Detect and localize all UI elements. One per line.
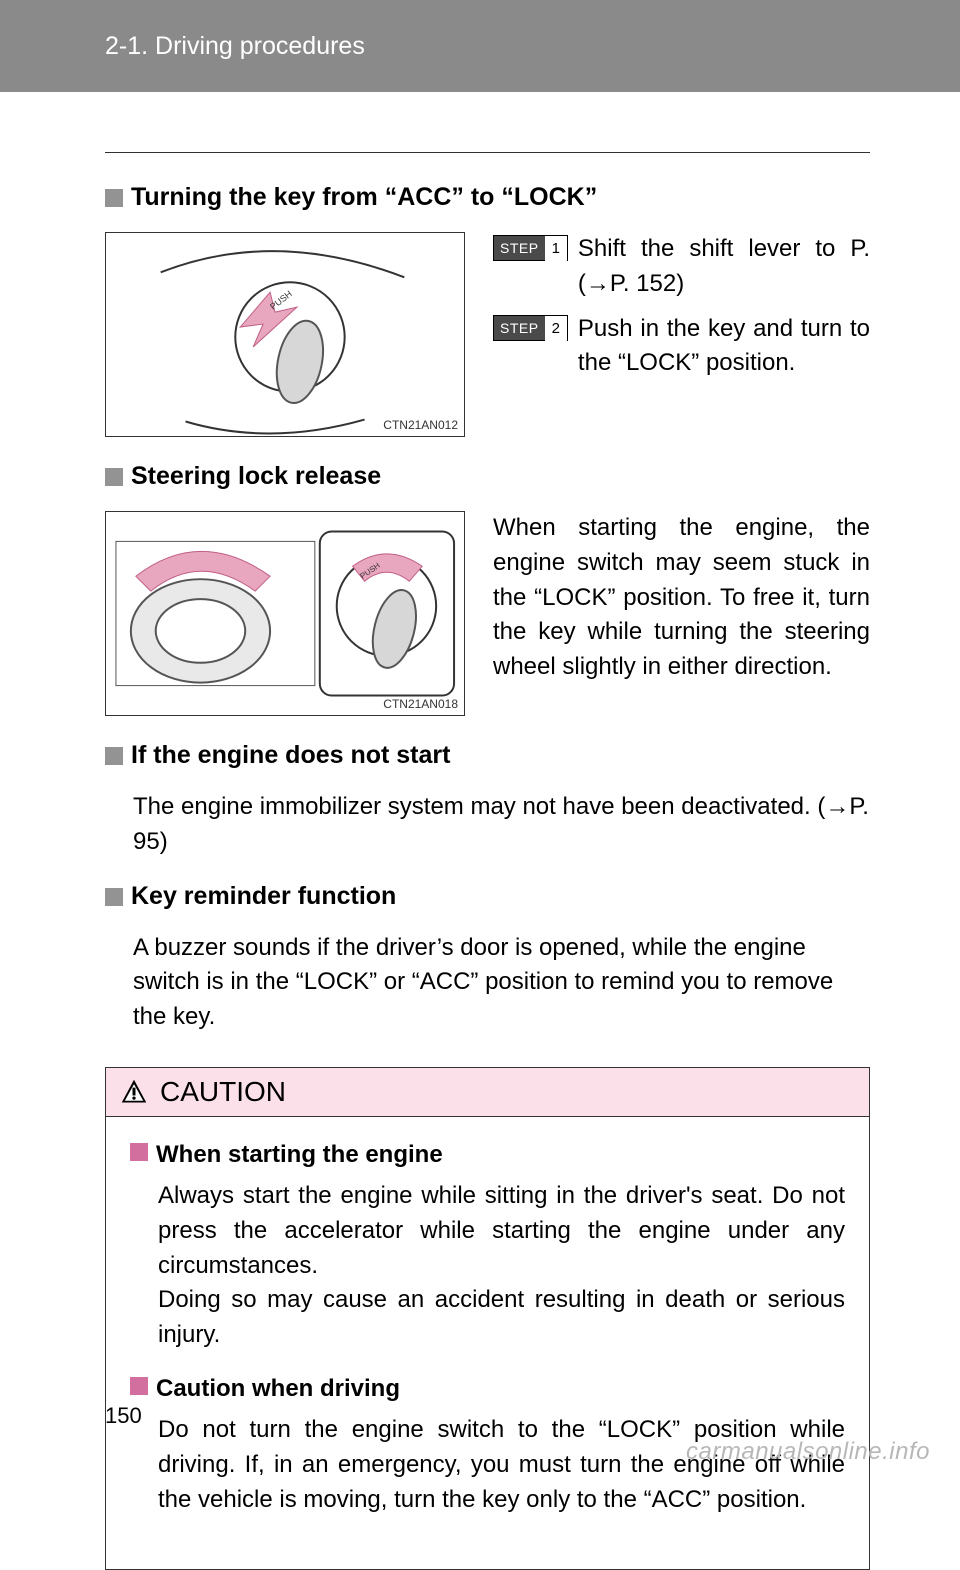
caution-item-starting-title: When starting the engine — [156, 1141, 443, 1169]
step-badge-1: STEP1 — [493, 235, 568, 261]
step-1-num: 1 — [545, 237, 567, 261]
steering-lock-row: PUSH CTN21AN018 When starting the engine… — [105, 511, 870, 716]
caution-body: When starting the engine Always start th… — [106, 1117, 869, 1569]
heading-turn-key: Turning the key from “ACC” to “LOCK” — [105, 183, 870, 212]
heading-engine-no-start: If the engine does not start — [105, 741, 870, 770]
manual-page: 2-1. Driving procedures Turning the key … — [0, 0, 960, 1484]
section-header-label: 2-1. Driving procedures — [105, 32, 365, 61]
steering-lock-illustration: PUSH CTN21AN018 — [105, 511, 465, 716]
turn-key-illustration: PUSH CTN21AN012 — [105, 232, 465, 437]
page-number: 150 — [105, 1403, 142, 1429]
square-bullet-icon — [105, 468, 123, 486]
heading-key-reminder: Key reminder function — [105, 882, 870, 911]
caution-label: CAUTION — [160, 1076, 286, 1108]
engine-no-start-text: The engine immobilizer system may not ha… — [133, 790, 870, 860]
page-content: Turning the key from “ACC” to “LOCK” PUS… — [0, 92, 960, 1570]
steering-lock-image-code: CTN21AN018 — [383, 697, 458, 711]
caution-triangle-icon — [120, 1078, 148, 1106]
turn-key-steps: STEP1 Shift the shift lever to P. (→P. 1… — [493, 232, 870, 437]
heading-turn-key-text: Turning the key from “ACC” to “LOCK” — [131, 183, 597, 212]
step-1-text: Shift the shift lever to P. (→P. 152) — [578, 232, 870, 302]
steering-lock-text: When starting the engine, the engine swi… — [493, 511, 870, 716]
watermark: carmanualsonline.info — [686, 1438, 930, 1466]
horizontal-rule — [105, 152, 870, 153]
heading-steering-lock-text: Steering lock release — [131, 462, 381, 491]
section-header-band: 2-1. Driving procedures — [0, 0, 960, 92]
steering-lock-svg: PUSH — [106, 511, 464, 716]
square-bullet-icon — [105, 189, 123, 207]
caution-item-driving-title: Caution when driving — [156, 1375, 400, 1403]
caution-item-starting-heading: When starting the engine — [130, 1141, 845, 1169]
key-reminder-text: A buzzer sounds if the driver’s door is … — [133, 931, 870, 1035]
heading-key-reminder-text: Key reminder function — [131, 882, 396, 911]
turn-key-image-code: CTN21AN012 — [383, 418, 458, 432]
caution-title-bar: CAUTION — [106, 1068, 869, 1117]
step-badge-2: STEP2 — [493, 315, 568, 341]
step-label: STEP — [494, 236, 545, 260]
square-bullet-icon — [105, 747, 123, 765]
step-1: STEP1 Shift the shift lever to P. (→P. 1… — [493, 232, 870, 302]
step-2: STEP2 Push in the key and turn to the “L… — [493, 312, 870, 382]
caution-item-starting-text: Always start the engine while sitting in… — [158, 1179, 845, 1353]
heading-engine-no-start-text: If the engine does not start — [131, 741, 450, 770]
turn-key-row: PUSH CTN21AN012 STEP1 Shift the shift le… — [105, 232, 870, 437]
caution-box: CAUTION When starting the engine Always … — [105, 1067, 870, 1570]
step-2-num: 2 — [545, 317, 567, 341]
step-2-text: Push in the key and turn to the “LOCK” p… — [578, 312, 870, 382]
key-lock-svg: PUSH — [106, 232, 464, 437]
heading-steering-lock: Steering lock release — [105, 462, 870, 491]
square-bullet-icon — [105, 888, 123, 906]
step-label: STEP — [494, 316, 545, 340]
square-bullet-pink-icon — [130, 1377, 148, 1395]
caution-item-driving-heading: Caution when driving — [130, 1375, 845, 1403]
square-bullet-pink-icon — [130, 1143, 148, 1161]
